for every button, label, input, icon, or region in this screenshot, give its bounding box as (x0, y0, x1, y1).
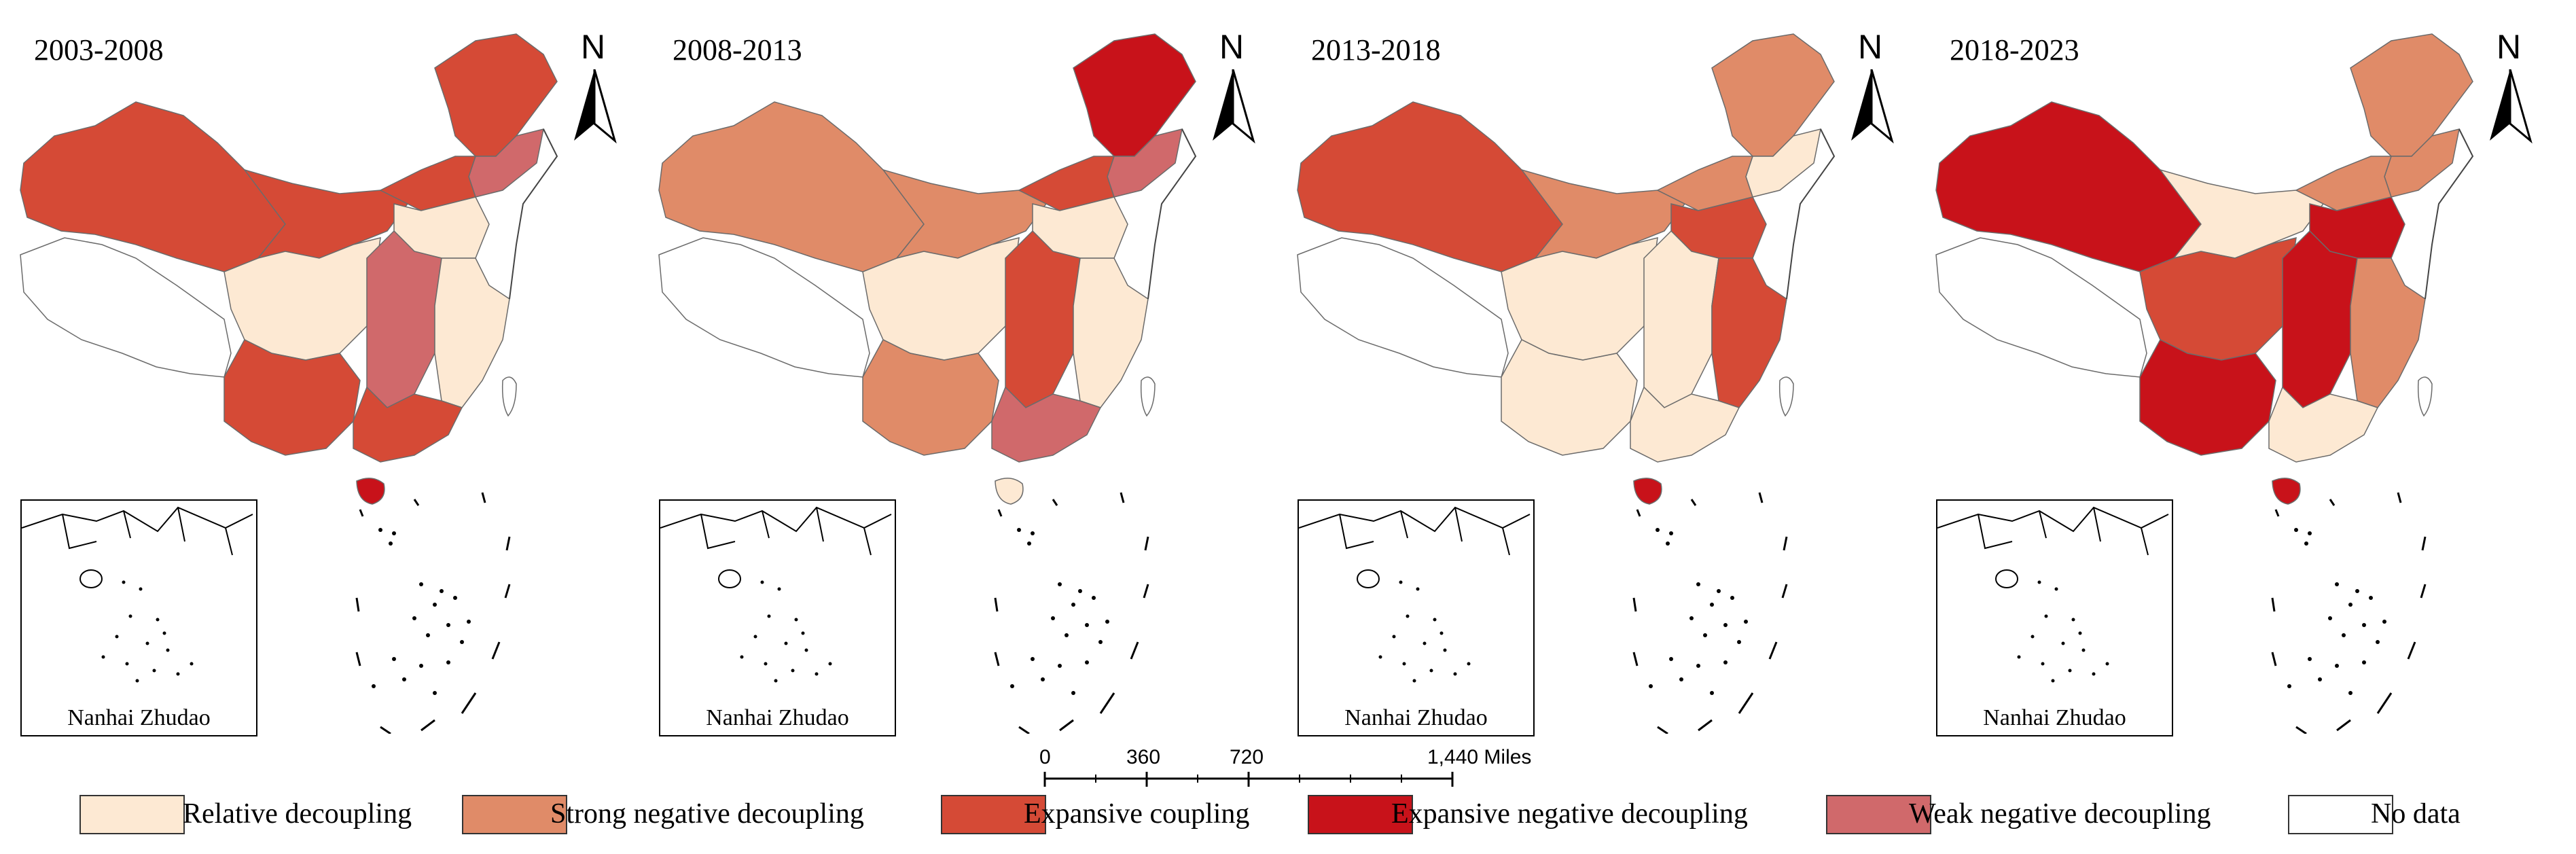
scale-label-720: 720 (1230, 746, 1264, 768)
north-arrow: N (1206, 27, 1260, 146)
north-arrow-label: N (1219, 28, 1245, 66)
legend-label: Weak negative decoupling (1909, 798, 2211, 830)
scale-label-360: 360 (1126, 746, 1161, 768)
region-gansu (2159, 168, 2325, 260)
region-east (2350, 257, 2426, 408)
inset-map-label: Nanhai Zhudao (706, 705, 849, 730)
north-arrow: N (1844, 27, 1899, 146)
coastline (1786, 128, 1836, 300)
north-arrow-label: N (581, 28, 606, 66)
panel-title: 2008-2013 (673, 33, 802, 67)
inset-map-drawing (1298, 506, 1531, 683)
north-arrow: N (567, 27, 622, 146)
legend-label: Expansive negative decoupling (1391, 798, 1748, 830)
region-southwest (1501, 339, 1638, 456)
map-panel-2: 2008-2013 N Nanhai Zhudao (639, 0, 1270, 747)
panel-title: 2018-2023 (1950, 33, 2079, 67)
map-panel-4: 2018-2023 N Nanhai Zhudao (1916, 0, 2547, 747)
china-map (1297, 33, 1836, 505)
region-hainan (356, 478, 385, 505)
scale-label-0: 0 (1039, 746, 1051, 768)
region-taiwan (1140, 376, 1156, 417)
china-map (20, 33, 558, 505)
north-arrow-icon (1213, 69, 1255, 144)
region-east (1073, 257, 1149, 408)
inset-map-drawing (660, 506, 892, 683)
china-map (1935, 33, 2474, 505)
inset-map-nanhai: Nanhai Zhudao (659, 499, 896, 736)
region-north (1656, 156, 1754, 211)
inset-map-label: Nanhai Zhudao (67, 705, 211, 730)
legend-label: Relative decoupling (183, 798, 412, 830)
region-gansu (882, 168, 1048, 260)
region-south (991, 386, 1102, 463)
scale-label-1440: 1,440 Miles (1427, 746, 1532, 768)
region-central (1643, 230, 1719, 408)
region-taiwan (501, 376, 517, 417)
north-arrow: N (2483, 27, 2537, 146)
region-hainan (995, 478, 1024, 505)
region-northeast (1073, 33, 1196, 157)
region-southwest (862, 339, 999, 456)
legend-swatch (79, 795, 185, 834)
region-northeast (1711, 33, 1835, 157)
region-east (1711, 257, 1787, 408)
inset-map-nanhai: Nanhai Zhudao (1298, 499, 1535, 736)
region-taiwan (1778, 376, 1794, 417)
scale-bar-line (1043, 772, 1454, 787)
region-central (366, 230, 442, 408)
region-north (379, 156, 477, 211)
coastline (509, 128, 558, 300)
legend-swatch (2288, 795, 2393, 834)
inset-map-nanhai: Nanhai Zhudao (1936, 499, 2173, 736)
legend: Relative decoupling Strong negative deco… (0, 792, 2576, 840)
inset-map-nanhai: Nanhai Zhudao (20, 499, 257, 736)
region-gansu (243, 168, 409, 260)
north-arrow-label: N (2497, 28, 2522, 66)
south-china-sea-islands (355, 492, 511, 734)
region-south (1630, 386, 1740, 463)
region-north (1018, 156, 1115, 211)
region-northeast (2350, 33, 2473, 157)
south-china-sea-islands (994, 492, 1149, 734)
legend-label: No data (2371, 798, 2461, 830)
region-gansu (1520, 168, 1686, 260)
south-china-sea-islands (2271, 492, 2427, 734)
south-china-sea-islands (1632, 492, 1788, 734)
inset-map-drawing (21, 506, 253, 683)
inset-map-drawing (1937, 506, 2169, 683)
region-southwest (223, 339, 361, 456)
legend-swatch (1826, 795, 1931, 834)
map-panel-3: 2013-2018 N Nanhai Zhudao (1277, 0, 1909, 747)
china-map (658, 33, 1197, 505)
north-arrow-icon (1851, 69, 1894, 144)
legend-swatch (462, 795, 567, 834)
coastline (1147, 128, 1197, 300)
legend-label: Expansive coupling (1024, 798, 1250, 830)
north-arrow-label: N (1858, 28, 1883, 66)
panel-title: 2003-2008 (34, 33, 164, 67)
scale-bar: 0 360 720 1,440 Miles (1038, 746, 1554, 794)
inset-map-label: Nanhai Zhudao (1344, 705, 1488, 730)
region-northeast (434, 33, 558, 157)
region-central (1005, 230, 1081, 408)
region-east (434, 257, 510, 408)
region-central (2282, 230, 2358, 408)
legend-swatch (1308, 795, 1413, 834)
north-arrow-icon (2490, 69, 2533, 144)
panel-title: 2013-2018 (1311, 33, 1441, 67)
map-panel-1: 2003-2008 N Nanhai Zhudao (0, 0, 632, 747)
legend-swatch (941, 795, 1046, 834)
region-south (353, 386, 463, 463)
region-hainan (1633, 478, 1662, 505)
inset-map-label: Nanhai Zhudao (1983, 705, 2126, 730)
coastline (2425, 128, 2474, 300)
region-taiwan (2417, 376, 2433, 417)
north-arrow-icon (574, 69, 617, 144)
region-north (2295, 156, 2393, 211)
region-southwest (2139, 339, 2276, 456)
region-south (2268, 386, 2379, 463)
region-hainan (2272, 478, 2301, 505)
legend-label: Strong negative decoupling (550, 798, 864, 830)
